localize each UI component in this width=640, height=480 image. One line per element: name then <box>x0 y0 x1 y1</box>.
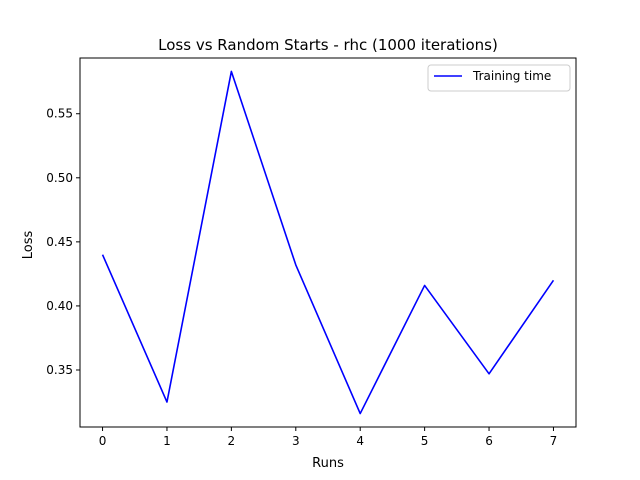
x-tick-label: 6 <box>485 434 493 448</box>
y-tick-label: 0.45 <box>46 235 73 249</box>
y-axis-ticks: 0.35 0.40 0.45 0.50 0.55 <box>46 107 80 377</box>
y-axis-label: Loss <box>21 231 36 260</box>
y-tick-label: 0.50 <box>46 171 73 185</box>
x-tick-label: 1 <box>163 434 171 448</box>
x-tick-label: 2 <box>228 434 236 448</box>
legend-entry-training-time: Training time <box>472 69 551 83</box>
series-line-training-time <box>101 70 555 415</box>
x-axis-label: Runs <box>312 456 344 471</box>
y-tick-label: 0.35 <box>46 363 73 377</box>
x-tick-label: 5 <box>421 434 429 448</box>
x-tick-label: 4 <box>356 434 364 448</box>
legend: Training time <box>427 64 571 92</box>
legend-box <box>427 64 571 92</box>
x-axis-ticks: 0 1 2 3 4 5 6 7 <box>99 427 558 448</box>
y-tick-label: 0.55 <box>46 107 73 121</box>
x-tick-label: 3 <box>292 434 300 448</box>
chart-title: Loss vs Random Starts - rhc (1000 iterat… <box>158 36 498 54</box>
plot-frame <box>79 57 577 428</box>
x-tick-label: 7 <box>550 434 558 448</box>
x-tick-label: 0 <box>99 434 107 448</box>
y-tick-label: 0.40 <box>46 299 73 313</box>
